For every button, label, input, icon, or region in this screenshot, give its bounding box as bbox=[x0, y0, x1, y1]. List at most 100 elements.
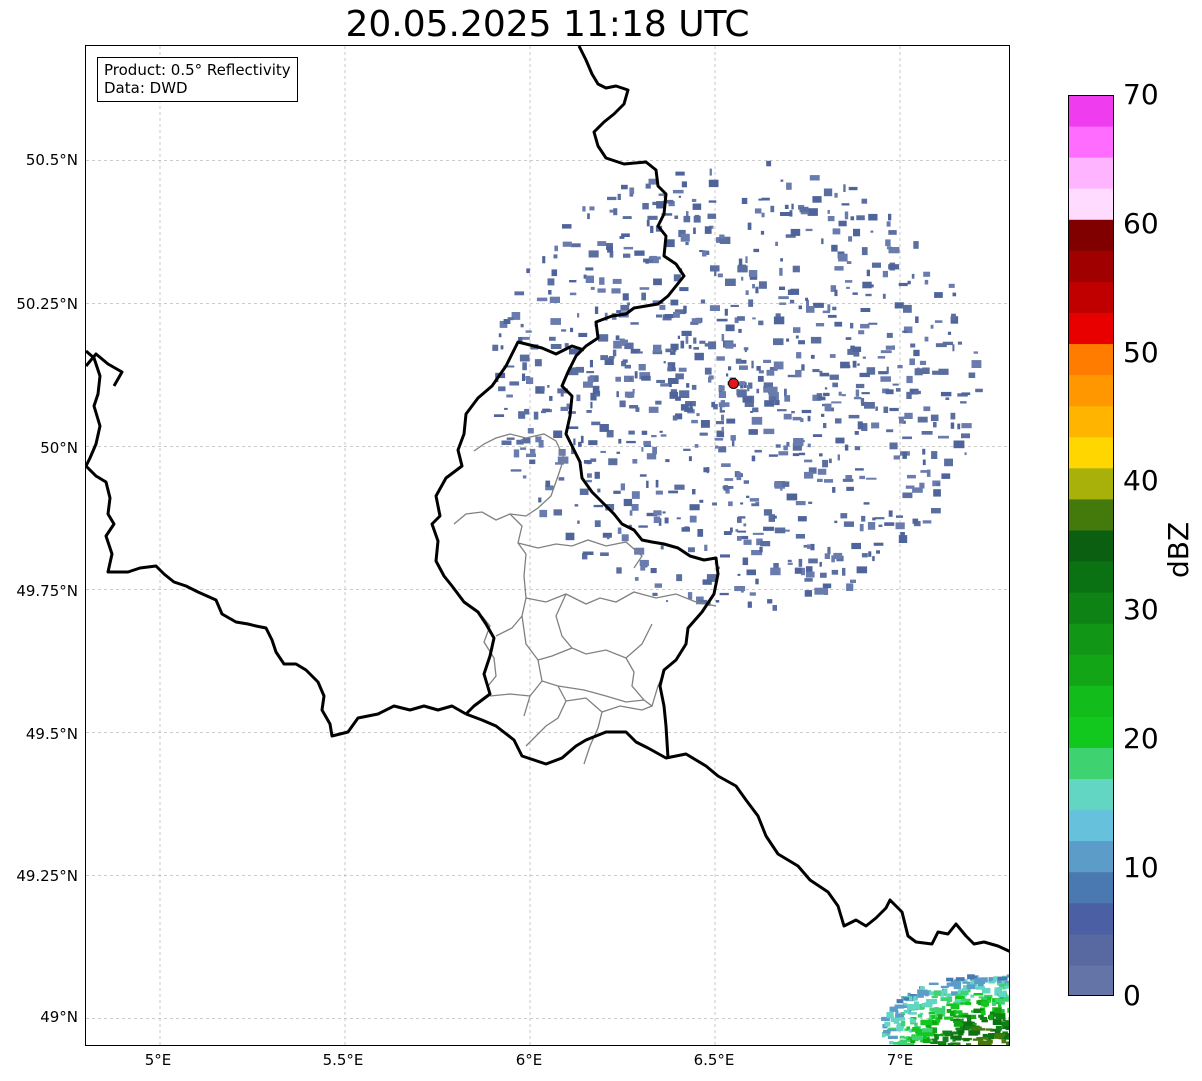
echo-cell bbox=[643, 440, 651, 446]
echo-cell bbox=[692, 489, 696, 495]
echo-cell bbox=[714, 445, 718, 449]
echo-cell bbox=[854, 431, 859, 435]
echo-cell bbox=[906, 1036, 910, 1042]
echo-cell bbox=[564, 343, 569, 348]
echo-cell bbox=[868, 322, 878, 325]
echo-cell bbox=[913, 241, 919, 249]
echo-cell bbox=[740, 385, 744, 389]
echo-cell bbox=[994, 1030, 1001, 1035]
echo-cell bbox=[932, 1020, 938, 1025]
echo-cell bbox=[647, 215, 658, 220]
echo-cell bbox=[970, 1026, 982, 1031]
echo-cell bbox=[566, 403, 570, 410]
echo-cell bbox=[961, 423, 972, 429]
echo-cell bbox=[967, 981, 978, 986]
echo-cell bbox=[908, 1029, 913, 1033]
echo-cell bbox=[928, 982, 939, 985]
echo-cell bbox=[845, 280, 853, 283]
echo-cell bbox=[872, 262, 881, 268]
echo-cell bbox=[629, 510, 633, 516]
echo-cell bbox=[638, 364, 646, 371]
echo-cell bbox=[882, 388, 889, 394]
echo-cell bbox=[882, 293, 886, 299]
echo-cell bbox=[975, 1029, 981, 1035]
colorbar-tick-label: 50 bbox=[1123, 336, 1159, 369]
echo-cell bbox=[748, 382, 753, 389]
echo-cell bbox=[957, 341, 962, 345]
echo-cell bbox=[567, 367, 579, 376]
echo-cell bbox=[677, 335, 680, 339]
echo-cell bbox=[619, 236, 625, 239]
echo-cell bbox=[831, 401, 842, 404]
echo-cell bbox=[649, 255, 657, 260]
echo-cell bbox=[785, 529, 790, 532]
echo-cell bbox=[858, 330, 865, 335]
echo-cell bbox=[675, 171, 685, 176]
echo-cell bbox=[952, 1031, 964, 1035]
echo-cell bbox=[806, 306, 815, 313]
echo-cell bbox=[862, 281, 872, 289]
colorbar-segment bbox=[1068, 219, 1114, 251]
echo-cell bbox=[898, 1044, 909, 1045]
echo-cell bbox=[725, 341, 734, 349]
echo-cell bbox=[909, 358, 915, 366]
echo-cell bbox=[981, 1019, 988, 1023]
echo-cell bbox=[880, 350, 892, 354]
colorbar-tick-label: 30 bbox=[1123, 593, 1159, 626]
echo-cell bbox=[746, 495, 750, 498]
echo-cell bbox=[582, 206, 586, 212]
echo-cell bbox=[942, 1030, 953, 1033]
echo-cell bbox=[621, 233, 630, 237]
echo-cell bbox=[597, 488, 601, 493]
echo-cell bbox=[947, 982, 955, 987]
echo-cell bbox=[900, 1035, 905, 1039]
echo-cell bbox=[995, 1012, 1003, 1018]
echo-cell bbox=[940, 391, 952, 397]
echo-cell bbox=[570, 243, 581, 248]
echo-cell bbox=[807, 208, 818, 216]
echo-cell bbox=[784, 388, 787, 397]
echo-cell bbox=[696, 413, 700, 417]
echo-cell bbox=[875, 406, 878, 411]
echo-cell bbox=[659, 430, 663, 433]
echo-cell bbox=[719, 236, 731, 244]
echo-cell bbox=[884, 1021, 891, 1027]
echo-cell bbox=[952, 292, 957, 297]
echo-cell bbox=[568, 426, 579, 429]
echo-cell bbox=[773, 515, 777, 519]
echo-cell bbox=[624, 391, 635, 398]
echo-cell bbox=[748, 429, 758, 435]
echo-cell bbox=[586, 479, 592, 483]
echo-cell bbox=[940, 993, 945, 997]
colorbar-segment bbox=[1068, 778, 1114, 811]
echo-cell bbox=[639, 372, 651, 380]
echo-cell bbox=[679, 287, 689, 292]
echo-cell bbox=[534, 359, 542, 367]
echo-cell bbox=[931, 1041, 941, 1044]
echo-cell bbox=[955, 1027, 965, 1030]
echo-cell bbox=[902, 420, 906, 424]
echo-cell bbox=[787, 562, 793, 565]
echo-cell bbox=[666, 600, 669, 603]
radar-map[interactable] bbox=[85, 45, 1010, 1046]
echo-cell bbox=[812, 394, 821, 401]
echo-cell bbox=[754, 208, 762, 214]
echo-cell bbox=[745, 256, 748, 264]
echo-cell bbox=[565, 532, 575, 541]
echo-cell bbox=[791, 411, 795, 414]
echo-cell bbox=[852, 360, 857, 368]
echo-cell bbox=[616, 391, 619, 398]
echo-cell bbox=[539, 509, 548, 518]
country-borders bbox=[86, 46, 1009, 953]
echo-cell bbox=[926, 999, 938, 1004]
echo-cell bbox=[513, 449, 520, 458]
echo-cell bbox=[813, 302, 824, 308]
echo-cell bbox=[934, 320, 943, 323]
echo-cell bbox=[832, 228, 841, 235]
echo-cell bbox=[937, 1034, 944, 1037]
echo-cell bbox=[766, 160, 772, 167]
echo-cell bbox=[723, 485, 728, 491]
echo-cell bbox=[554, 245, 558, 252]
echo-cell bbox=[708, 341, 717, 350]
colorbar-segment bbox=[1068, 250, 1114, 282]
